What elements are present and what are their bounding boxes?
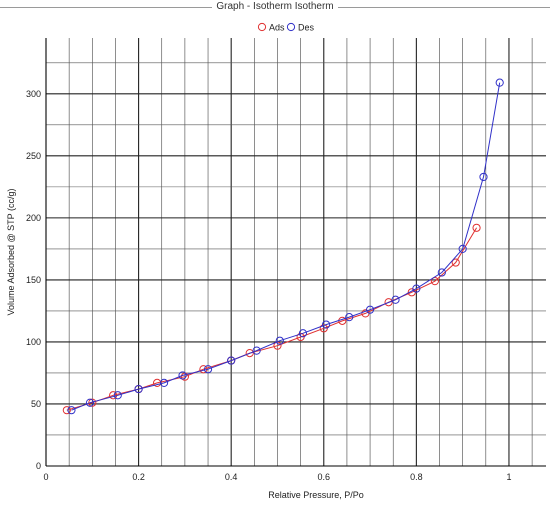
ads-legend-marker: [257, 22, 267, 32]
des-data-point: [113, 391, 122, 400]
y-tick-label: 100: [26, 337, 41, 347]
ads-data-point: [430, 277, 439, 286]
series-layer: [62, 78, 504, 415]
des-data-point: [437, 268, 446, 277]
des-data-point: [479, 172, 488, 182]
des-data-point: [67, 406, 76, 415]
ads-data-point: [472, 223, 481, 232]
des-data-point: [227, 356, 236, 365]
des-data-point: [85, 398, 95, 407]
y-tick-label: 150: [26, 275, 41, 285]
des-data-point: [458, 244, 467, 253]
y-tick-label: 250: [26, 151, 41, 161]
y-tick-label: 0: [36, 461, 41, 471]
window-title: Graph - Isotherm Isotherm: [0, 0, 550, 14]
des-legend-label: Des: [298, 23, 315, 33]
ads-data-point: [384, 298, 393, 307]
ads-series-line: [66, 227, 478, 411]
des-data-point: [365, 305, 375, 314]
x-tick-label: 0.2: [132, 472, 145, 482]
ads-data-point: [62, 406, 71, 415]
window-title-text: Graph - Isotherm Isotherm: [212, 1, 338, 12]
y-tick-label: 300: [26, 89, 41, 99]
des-data-point: [321, 320, 331, 329]
des-data-point: [252, 346, 261, 355]
axes: 0 0.2 0.4 0.6 0.8 1 0 50 100 150 200 250 300: [26, 38, 546, 482]
ads-data-point: [451, 258, 460, 267]
des-data-point: [275, 336, 284, 345]
x-tick-label: 0.4: [225, 472, 238, 482]
y-tick-label: 200: [26, 213, 41, 223]
y-axis-label: Volume Adsorbed @ STP (cc/g): [6, 188, 16, 315]
des-data-point: [134, 384, 143, 394]
x-axis-label: Relative Pressure, P/Po: [268, 490, 364, 500]
ads-data-point: [245, 349, 254, 358]
ads-legend-label: Ads: [269, 23, 285, 33]
grid-lines: [45, 38, 546, 467]
x-tick-label: 0.8: [410, 472, 423, 482]
legend: Ads Des: [257, 22, 315, 33]
des-data-point: [298, 329, 308, 338]
des-data-point: [391, 295, 400, 304]
window-title-bar: Graph - Isotherm Isotherm: [0, 0, 550, 14]
x-tick-label: 0.6: [318, 472, 331, 482]
des-data-point: [178, 371, 187, 380]
des-data-point: [345, 313, 354, 322]
des-legend-marker: [286, 22, 296, 32]
des-data-point: [203, 365, 213, 374]
x-tick-label: 0: [43, 472, 48, 482]
y-tick-label: 50: [31, 399, 41, 409]
des-data-point: [412, 284, 421, 293]
des-data-point: [495, 78, 504, 87]
des-data-point: [159, 378, 169, 387]
des-series-line: [71, 82, 501, 411]
x-tick-label: 1: [506, 472, 511, 482]
